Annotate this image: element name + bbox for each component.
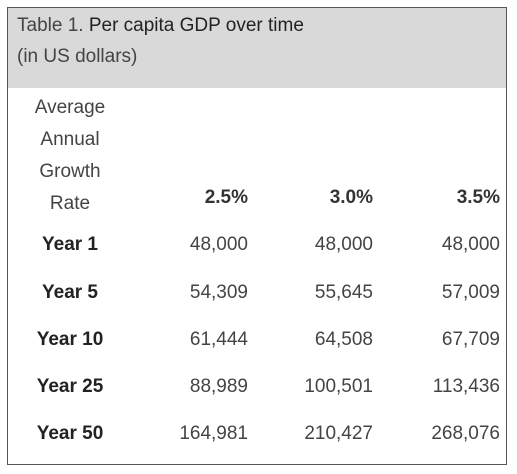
- row-label-year-50: Year 50: [36, 423, 104, 444]
- header-line: Rate: [49, 193, 91, 214]
- table-cell: 64,508: [314, 329, 373, 350]
- caption-subtitle: (in US dollars): [17, 46, 138, 67]
- table-cell: 48,000: [189, 234, 248, 255]
- table-cell: 54,309: [189, 282, 248, 303]
- caption-title: Per capita GDP over time: [83, 15, 304, 36]
- row-label-year-25: Year 25: [36, 376, 104, 397]
- header-line: Average: [34, 97, 106, 118]
- table-cell: 88,989: [189, 376, 248, 397]
- table-cell: 164,981: [179, 423, 248, 444]
- column-header-3-5-percent: 3.5%: [456, 187, 500, 208]
- gdp-table: Table 1. Per capita GDP over time (in US…: [7, 7, 507, 465]
- header-line: Annual: [40, 129, 100, 150]
- table-cell: 48,000: [314, 234, 373, 255]
- table-cell: 268,076: [431, 423, 500, 444]
- row-label-year-10: Year 10: [36, 329, 104, 350]
- table-cell: 57,009: [441, 282, 500, 303]
- table-cell: 100,501: [304, 376, 373, 397]
- caption-heading: Table 1. Per capita GDP over time: [17, 14, 304, 38]
- table-cell: 48,000: [441, 234, 500, 255]
- growth-rate-header: Average Annual Growth Rate: [8, 92, 132, 220]
- table-cell: 210,427: [304, 423, 373, 444]
- caption-label: Table 1.: [17, 15, 84, 36]
- column-header-3-0-percent: 3.0%: [329, 187, 373, 208]
- table-cell: 113,436: [432, 376, 500, 397]
- column-header-2-5-percent: 2.5%: [204, 187, 248, 208]
- table-caption: Table 1. Per capita GDP over time (in US…: [8, 8, 506, 88]
- header-line: Growth: [39, 161, 101, 182]
- table-cell: 55,645: [314, 282, 373, 303]
- row-label-year-5: Year 5: [42, 282, 98, 303]
- row-label-year-1: Year 1: [42, 234, 98, 255]
- table-cell: 67,709: [441, 329, 500, 350]
- table-cell: 61,444: [189, 329, 248, 350]
